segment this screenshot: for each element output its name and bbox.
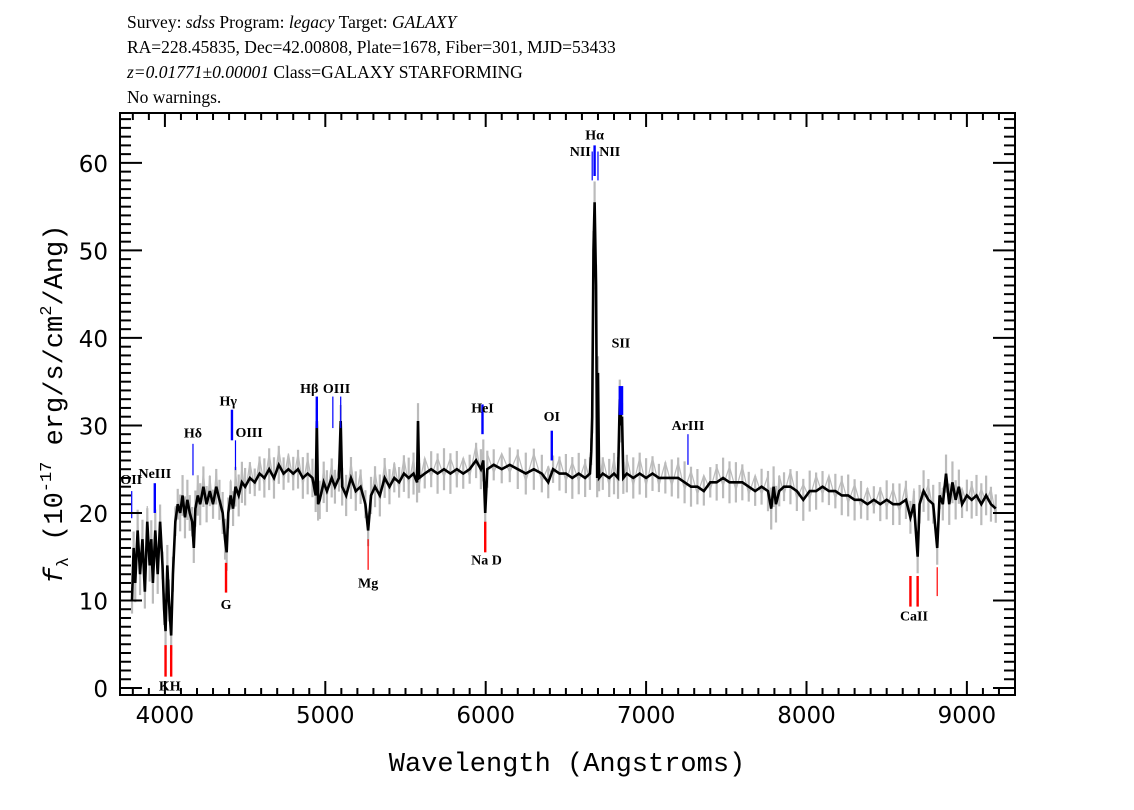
class-value: Class=GALAXY STARFORMING xyxy=(273,62,523,82)
header-line-redshift: z=0.01771±0.00001 Class=GALAXY STARFORMI… xyxy=(127,62,523,82)
x-axis-title: Wavelength (Angstroms) xyxy=(389,750,745,780)
y-axis-title-units3: /Ang) xyxy=(41,225,71,306)
line-label: SII xyxy=(612,337,631,352)
line-label: Hγ xyxy=(220,394,238,409)
error-trace xyxy=(131,210,997,640)
survey-label: Survey: xyxy=(127,12,182,32)
y-axis-title: fλ (10-17 erg/s/cm2/Ang) xyxy=(38,225,74,584)
line-label: HeI xyxy=(471,401,494,416)
line-label: OIII xyxy=(235,426,262,441)
flux-series xyxy=(130,202,997,636)
header-line-warnings: No warnings. xyxy=(127,87,222,107)
y-tick-label: 0 xyxy=(93,677,108,703)
line-label: Hα xyxy=(585,128,604,143)
line-markers xyxy=(131,145,938,677)
line-label: G xyxy=(221,598,232,613)
line-label: OI xyxy=(544,410,560,425)
header-line-survey: Survey: sdss Program: legacy Target: GAL… xyxy=(127,12,456,32)
x-tick-label: 7000 xyxy=(617,703,676,729)
program-value: legacy xyxy=(288,12,335,32)
line-label: NII xyxy=(599,145,620,160)
y-axis-title-units: (10 xyxy=(41,492,71,557)
line-label: Hδ xyxy=(184,427,202,442)
y-tick-label: 30 xyxy=(79,414,108,440)
y-axis-title-sq: 2 xyxy=(38,306,57,316)
line-label: OIII xyxy=(323,382,350,397)
y-axis-title-lambda: λ xyxy=(55,557,74,567)
line-label: KH xyxy=(159,680,181,695)
target-value: GALAXY xyxy=(392,12,457,32)
line-label: NII xyxy=(570,145,591,160)
program-label: Program: xyxy=(219,12,285,32)
line-label: Hβ xyxy=(300,382,318,397)
y-tick-label: 50 xyxy=(79,239,108,265)
line-label: OII xyxy=(120,473,142,488)
line-label: Na D xyxy=(471,554,502,569)
survey-value: sdss xyxy=(185,12,216,32)
error-band xyxy=(130,181,997,656)
line-label: NeIII xyxy=(138,467,171,482)
target-label: Target: xyxy=(338,12,388,32)
y-tick-label: 10 xyxy=(79,589,108,615)
x-tick-label: 5000 xyxy=(296,703,355,729)
redshift-value: z=0.01771±0.00001 xyxy=(127,62,269,82)
x-tick-label: 6000 xyxy=(456,703,515,729)
axes: 4000 5000 6000 7000 8000 9000 0 10 20 30 40 50 60 xyxy=(79,112,1016,729)
x-tick-label: 4000 xyxy=(136,703,195,729)
y-axis-title-f: f xyxy=(41,566,71,583)
flux-line xyxy=(130,202,997,636)
plot-frame xyxy=(119,112,1016,696)
x-tick-label: 8000 xyxy=(777,703,836,729)
x-tick-label: 9000 xyxy=(938,703,997,729)
line-label: ArIII xyxy=(672,419,705,434)
header-line-coords: RA=228.45835, Dec=42.00808, Plate=1678, … xyxy=(127,37,616,57)
line-label: Mg xyxy=(358,576,378,591)
y-tick-label: 20 xyxy=(79,502,108,528)
y-axis-title-units2: erg/s/cm xyxy=(41,316,71,462)
y-tick-label: 60 xyxy=(79,152,108,178)
line-label: CaII xyxy=(900,610,928,625)
y-axis-title-exp: -17 xyxy=(38,462,57,493)
y-tick-label: 40 xyxy=(79,327,108,353)
